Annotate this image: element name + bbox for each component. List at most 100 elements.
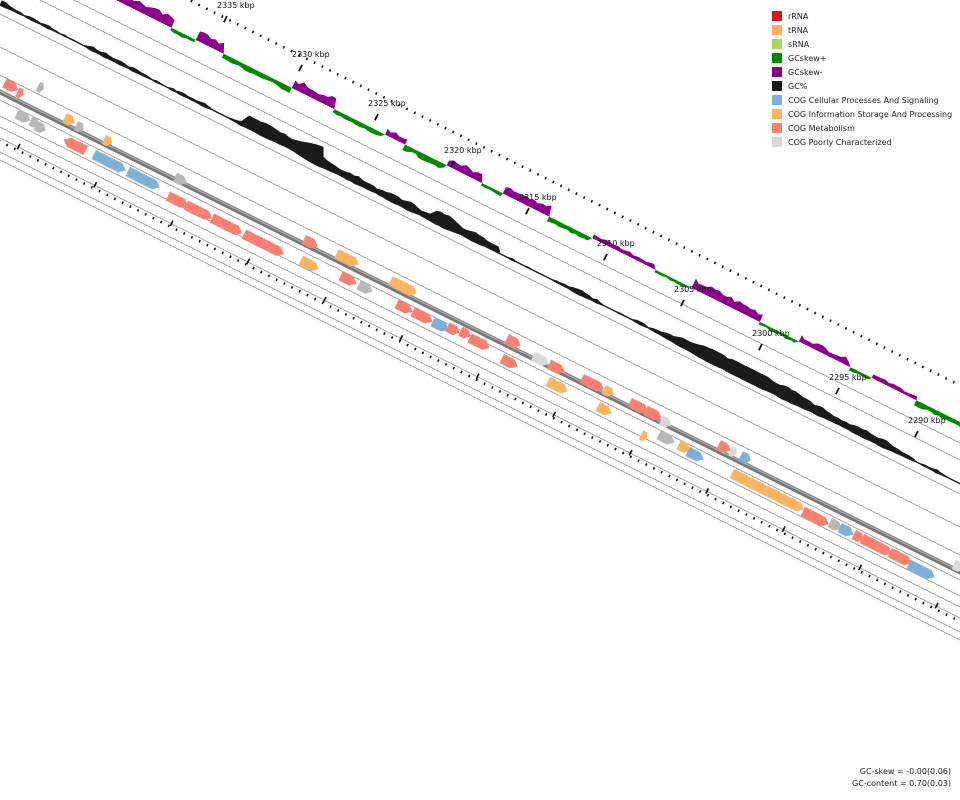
gc-content-track xyxy=(0,0,960,485)
gene-feature-arrow xyxy=(334,249,359,267)
gene-feature-arrow xyxy=(951,560,960,572)
gene-feature-arrow xyxy=(101,135,112,147)
scale-minor-tick xyxy=(736,272,740,276)
scale-minor-tick xyxy=(698,489,702,493)
scale-minor-tick xyxy=(328,68,332,72)
scale-minor-tick xyxy=(351,80,355,84)
legend-swatch-icon xyxy=(772,53,782,63)
scale-minor-tick xyxy=(67,174,71,178)
gene-feature-arrow xyxy=(546,359,565,374)
scale-minor-tick xyxy=(713,261,717,265)
gene-feature-arrow xyxy=(601,385,614,397)
scale-minor-tick xyxy=(644,226,648,230)
scale-minor-tick xyxy=(898,353,902,357)
scale-minor-tick xyxy=(899,590,902,594)
scale-minor-tick xyxy=(413,111,417,115)
scale-minor-tick xyxy=(652,230,655,234)
gene-feature-arrow xyxy=(394,299,413,314)
scale-minor-tick xyxy=(329,305,332,309)
scale-minor-tick xyxy=(605,207,609,211)
legend-swatch-icon xyxy=(772,67,782,77)
genome-stats: GC-skew = -0.00(0.06) GC-content = 0.70(… xyxy=(852,766,951,790)
gene-feature-arrow xyxy=(827,518,842,531)
scale-minor-tick xyxy=(436,122,440,126)
scale-minor-tick xyxy=(706,257,709,261)
scale-minor-tick xyxy=(852,330,855,334)
legend-swatch-icon xyxy=(772,11,782,21)
backbone-highlight xyxy=(0,90,960,572)
scale-minor-tick xyxy=(490,149,494,153)
scale-minor-tick xyxy=(482,145,486,149)
scale-minor-tick xyxy=(475,378,479,382)
gene-feature-arrow xyxy=(579,374,604,392)
scale-minor-tick xyxy=(213,247,217,251)
scale-minor-tick xyxy=(806,543,810,547)
scale-minor-tick xyxy=(437,359,440,363)
scale-minor-tick xyxy=(667,238,671,242)
scale-minor-tick xyxy=(767,288,771,292)
scale-minor-tick xyxy=(937,373,940,377)
scale-minor-tick xyxy=(922,601,925,605)
scale-minor-tick xyxy=(783,532,787,536)
scale-minor-tick xyxy=(483,382,486,386)
scale-minor-tick xyxy=(683,482,687,486)
scale-minor-tick xyxy=(105,193,109,197)
scale-minor-tick xyxy=(175,228,178,232)
scale-major-tick xyxy=(835,387,840,395)
gc-skew-positive xyxy=(332,109,385,137)
scale-minor-tick xyxy=(637,459,640,463)
scale-minor-tick xyxy=(444,362,448,366)
scale-minor-tick xyxy=(28,155,32,158)
scale-minor-tick xyxy=(528,169,532,172)
scale-minor-tick xyxy=(5,143,9,147)
scale-minor-tick xyxy=(198,239,201,243)
scale-minor-tick xyxy=(906,357,909,361)
gene-feature-arrow xyxy=(15,87,24,99)
scale-minor-tick xyxy=(775,528,779,532)
scale-minor-tick xyxy=(475,142,478,146)
scale-minor-tick xyxy=(914,597,918,601)
scale-minor-tick xyxy=(267,274,271,278)
legend-label: COG Poorly Characterized xyxy=(788,137,892,147)
legend-item: COG Information Storage And Processing xyxy=(772,107,952,121)
scale-tick-labels: 2335 kbp 2330 kbp 2325 kbp 2320 kbp 2315 kbp… xyxy=(217,1,946,438)
scale-minor-tick xyxy=(113,197,117,201)
scale-minor-tick xyxy=(829,319,832,323)
legend-label: sRNA xyxy=(788,39,810,49)
scale-minor-tick xyxy=(845,563,848,567)
gene-feature-arrow xyxy=(467,333,490,350)
scale-minor-tick xyxy=(514,397,517,401)
scale-minor-tick xyxy=(336,72,340,76)
scale-minor-tick xyxy=(236,22,239,26)
scale-minor-tick xyxy=(383,332,386,336)
gene-feature-arrow xyxy=(738,451,751,464)
legend-swatch-icon xyxy=(772,137,782,147)
scale-minor-tick xyxy=(567,188,571,192)
gene-feature-arrow xyxy=(28,116,39,128)
scale-major-tick xyxy=(680,299,685,307)
scale-minor-tick xyxy=(591,436,594,440)
scale-minor-tick xyxy=(367,324,371,328)
scale-minor-tick xyxy=(814,547,817,551)
gene-feature-arrow xyxy=(430,317,449,332)
legend-item: COG Poorly Characterized xyxy=(772,135,952,149)
gc-skew-positive xyxy=(170,27,196,43)
legend-label: GCskew+ xyxy=(788,53,827,63)
gc-skew-positive xyxy=(654,269,692,288)
scale-minor-tick xyxy=(860,570,864,574)
scale-minor-tick xyxy=(929,605,933,609)
scale-minor-tick xyxy=(836,323,840,326)
scale-minor-tick xyxy=(867,338,871,342)
scale-minor-tick xyxy=(521,165,524,169)
legend-swatch-icon xyxy=(772,109,782,119)
track-guide-line xyxy=(0,159,960,641)
scale-minor-tick xyxy=(213,11,216,15)
gene-feature-arrow xyxy=(14,109,31,123)
scale-minor-tick xyxy=(459,134,463,138)
scale-minor-tick xyxy=(852,566,856,570)
gene-feature-arrow xyxy=(445,322,460,335)
gc-skew-negative xyxy=(195,31,225,54)
scale-minor-tick xyxy=(691,486,694,490)
scale-minor-tick xyxy=(220,15,224,18)
